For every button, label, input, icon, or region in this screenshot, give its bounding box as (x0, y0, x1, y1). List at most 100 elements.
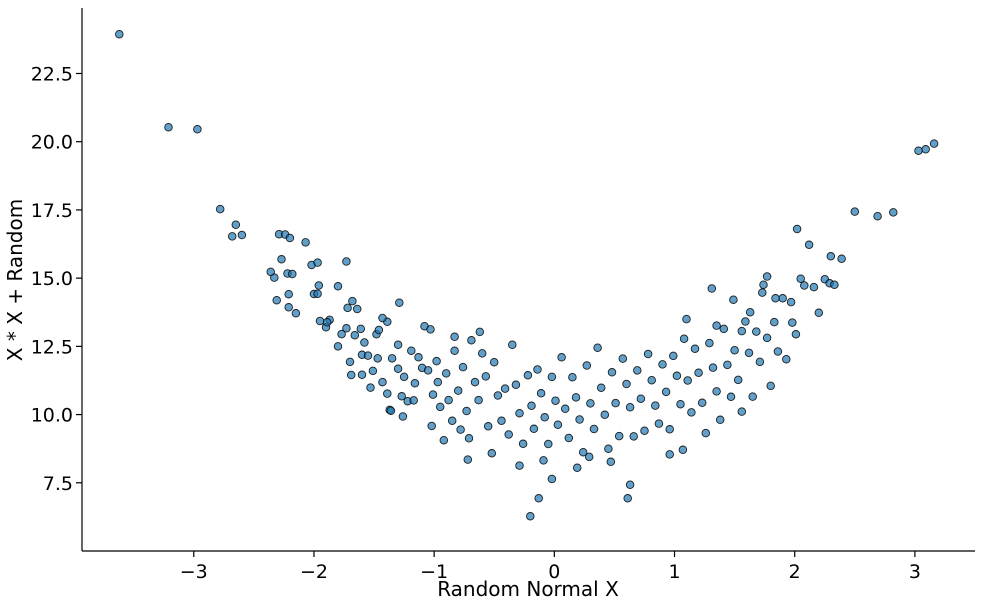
data-point (333, 282, 343, 291)
y-tick-label: 15.0 (31, 268, 73, 290)
data-point (409, 396, 418, 405)
data-point (729, 295, 738, 304)
data-point (393, 340, 403, 349)
data-point (526, 512, 535, 521)
data-point (360, 338, 369, 347)
data-point (719, 324, 729, 334)
x-tick-label: 1 (668, 561, 680, 583)
data-point (301, 238, 310, 247)
y-tick-label: 10.0 (31, 405, 73, 427)
data-point (762, 272, 772, 281)
data-point (547, 474, 557, 484)
data-point (456, 425, 465, 434)
data-point (115, 29, 124, 39)
data-point (373, 354, 382, 363)
data-point (929, 139, 939, 148)
data-point (600, 410, 610, 420)
data-point (744, 348, 754, 358)
data-point (533, 365, 542, 374)
data-point (467, 336, 476, 345)
data-point (564, 433, 574, 443)
data-point (527, 401, 536, 411)
data-point (314, 281, 324, 290)
data-point (285, 233, 295, 243)
data-point (433, 377, 443, 387)
data-point (441, 369, 451, 378)
data-point (407, 346, 416, 355)
data-point (889, 208, 898, 217)
data-point (489, 357, 499, 367)
y-tick-label: 20.0 (31, 132, 73, 154)
x-tick-label: 2 (789, 561, 801, 583)
data-point (378, 313, 387, 323)
data-point (557, 353, 566, 362)
data-point (423, 366, 433, 375)
data-point (386, 406, 396, 415)
data-point (921, 145, 930, 154)
data-point (796, 274, 805, 283)
data-point (571, 393, 581, 402)
data-point (708, 363, 718, 372)
data-point (914, 146, 923, 155)
y-axis-ticks: 7.5 10.0 12.5 15.0 17.5 20.0 22.5 (31, 63, 82, 495)
data-point (770, 317, 779, 327)
data-point (672, 371, 682, 381)
data-point (481, 372, 491, 381)
data-point (534, 494, 543, 503)
data-point (315, 316, 325, 326)
data-point (284, 289, 293, 299)
data-point (428, 390, 438, 399)
data-point (322, 318, 332, 327)
data-point (665, 450, 674, 459)
data-point (712, 387, 721, 396)
data-point (665, 425, 674, 434)
data-point (661, 387, 671, 397)
data-point (593, 343, 602, 352)
data-point (272, 295, 281, 305)
data-point (453, 386, 463, 395)
data-point (633, 366, 642, 375)
data-point (618, 354, 628, 363)
data-point (586, 399, 595, 408)
data-point (800, 281, 809, 290)
data-point (643, 349, 653, 359)
data-point (462, 406, 471, 416)
data-point (759, 280, 768, 289)
data-point (368, 366, 378, 376)
data-point (346, 370, 356, 380)
data-point (333, 342, 343, 351)
data-point (395, 298, 404, 307)
data-point (604, 444, 613, 453)
data-point (707, 284, 717, 293)
data-point (345, 357, 355, 367)
x-tick-label: 0 (548, 561, 560, 583)
data-point (547, 372, 557, 382)
data-point (712, 321, 721, 330)
data-point (348, 296, 357, 306)
data-point (435, 402, 445, 412)
data-point (553, 420, 563, 429)
data-point (164, 122, 173, 132)
data-point (450, 346, 459, 355)
data-point (758, 288, 767, 297)
data-point (705, 338, 714, 348)
data-point (215, 204, 225, 214)
data-point (791, 330, 801, 339)
x-tick-label: −1 (420, 561, 448, 583)
x-tick-label: −2 (300, 561, 328, 583)
data-point (701, 428, 711, 438)
data-point (356, 324, 366, 334)
data-point (625, 402, 635, 412)
data-point (523, 371, 533, 380)
data-point (342, 324, 351, 333)
data-point (683, 376, 692, 385)
data-point (393, 364, 403, 373)
data-point (766, 381, 775, 391)
data-point (741, 317, 750, 326)
data-point (518, 439, 528, 449)
data-point (398, 412, 408, 421)
data-point (837, 254, 846, 264)
data-point (748, 392, 757, 401)
y-axis-label: X * X + Random (3, 199, 27, 361)
data-point (611, 398, 620, 408)
